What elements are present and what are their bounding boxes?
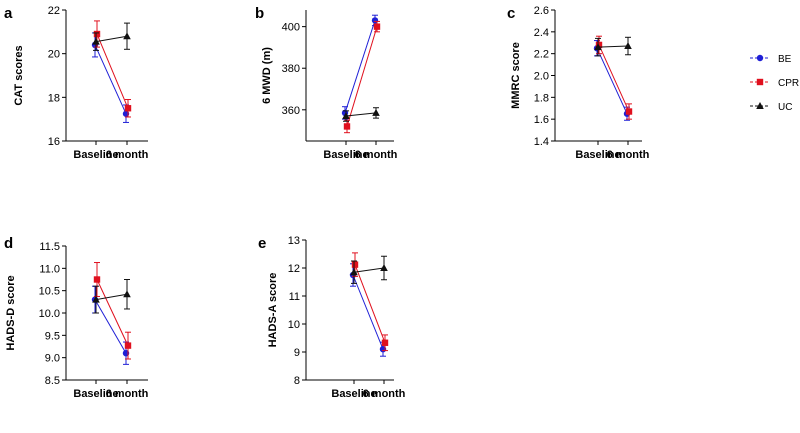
x-tick-label: Baseline <box>323 149 368 161</box>
panel-letter: c <box>507 5 515 22</box>
series-line-uc <box>597 45 629 48</box>
panel-letter: e <box>258 235 266 252</box>
x-tick-label: 6 month <box>106 149 149 161</box>
data-point-cpr <box>124 342 132 349</box>
legend-marker-uc <box>756 102 764 109</box>
data-point-cpr <box>93 276 101 283</box>
panel-letter: d <box>4 235 13 252</box>
x-tick-label: 6 month <box>106 388 149 400</box>
y-tick-label: 9.5 <box>45 330 60 342</box>
series-line-uc <box>353 267 385 273</box>
legend-label-uc: UC <box>778 102 792 113</box>
y-tick-label: 380 <box>282 63 300 75</box>
y-tick-label: 8.5 <box>45 375 60 387</box>
y-tick-label: 11.5 <box>39 241 60 253</box>
y-axis-label: MMRC score <box>510 42 522 109</box>
y-tick-label: 18 <box>48 92 60 104</box>
x-tick-label: Baseline <box>73 149 118 161</box>
y-tick-label: 400 <box>282 22 300 34</box>
panel-letter: b <box>255 5 264 22</box>
y-tick-label: 10.0 <box>39 308 60 320</box>
legend: BE CPR UC <box>750 54 799 113</box>
series-line-be <box>596 48 628 114</box>
legend-marker-be <box>756 54 764 62</box>
series-line-cpr <box>96 33 129 109</box>
x-tick-label: 6 month <box>355 149 398 161</box>
series-line-uc <box>95 293 128 301</box>
data-point-uc <box>92 37 100 45</box>
x-tick-label: Baseline <box>575 149 620 161</box>
panel-letter: a <box>4 5 13 22</box>
data-point-uc <box>594 43 602 51</box>
x-tick-label: 6 month <box>607 149 650 161</box>
y-axis-label: HADS-A score <box>267 273 279 348</box>
y-tick-label: 10.5 <box>39 286 60 298</box>
data-point-uc <box>92 295 100 303</box>
data-point-cpr <box>93 30 101 38</box>
y-tick-label: 20 <box>48 49 60 61</box>
y-tick-label: 11.0 <box>39 263 60 275</box>
x-tick-label: Baseline <box>331 388 376 400</box>
y-axis-label: CAT scores <box>13 45 25 105</box>
legend-label-be: BE <box>778 54 792 65</box>
data-point-uc <box>342 112 350 120</box>
y-tick-label: 9 <box>294 347 300 359</box>
y-tick-label: 9.0 <box>45 353 60 365</box>
series-line-be <box>352 274 384 350</box>
data-point-uc <box>624 42 632 50</box>
y-tick-label: 2.6 <box>534 5 549 17</box>
series-line-cpr <box>354 264 386 343</box>
data-point-uc <box>372 108 380 116</box>
y-tick-label: 13 <box>288 235 300 247</box>
series-line-uc <box>95 35 128 43</box>
legend-marker-cpr <box>756 78 764 86</box>
series-line-uc <box>345 112 377 117</box>
data-point-cpr <box>373 23 381 30</box>
data-point-cpr <box>351 261 359 268</box>
y-tick-label: 2.0 <box>534 71 549 83</box>
y-tick-label: 12 <box>288 263 300 275</box>
data-point-cpr <box>595 41 603 49</box>
data-point-cpr <box>124 105 132 112</box>
data-point-cpr <box>381 339 389 346</box>
y-tick-label: 22 <box>48 5 60 17</box>
y-tick-label: 8 <box>294 375 300 387</box>
y-tick-label: 2.2 <box>534 49 549 61</box>
x-tick-label: 6 month <box>363 388 406 400</box>
y-tick-label: 360 <box>282 105 300 117</box>
y-axis-label: HADS-D score <box>5 275 17 350</box>
y-tick-label: 1.4 <box>534 136 549 148</box>
y-axis-label: 6 MWD (m) <box>261 47 273 104</box>
data-point-uc <box>380 264 388 271</box>
data-point-uc <box>123 290 131 298</box>
series-line-cpr <box>96 279 129 346</box>
series-line-be <box>344 20 376 114</box>
series-line-be <box>94 44 127 114</box>
y-tick-label: 2.4 <box>534 27 549 39</box>
y-tick-label: 1.8 <box>534 92 549 104</box>
legend-label-cpr: CPR <box>778 78 799 89</box>
y-tick-label: 16 <box>48 136 60 148</box>
y-tick-label: 10 <box>288 319 300 331</box>
x-tick-label: Baseline <box>73 388 118 400</box>
data-point-uc <box>123 32 131 40</box>
series-line-be <box>94 299 127 354</box>
y-tick-label: 11 <box>289 291 300 303</box>
series-line-cpr <box>346 26 378 127</box>
y-tick-label: 1.6 <box>534 114 549 126</box>
data-point-uc <box>350 268 358 276</box>
data-point-cpr <box>625 108 633 115</box>
data-point-cpr <box>343 123 351 130</box>
series-line-cpr <box>598 44 630 112</box>
